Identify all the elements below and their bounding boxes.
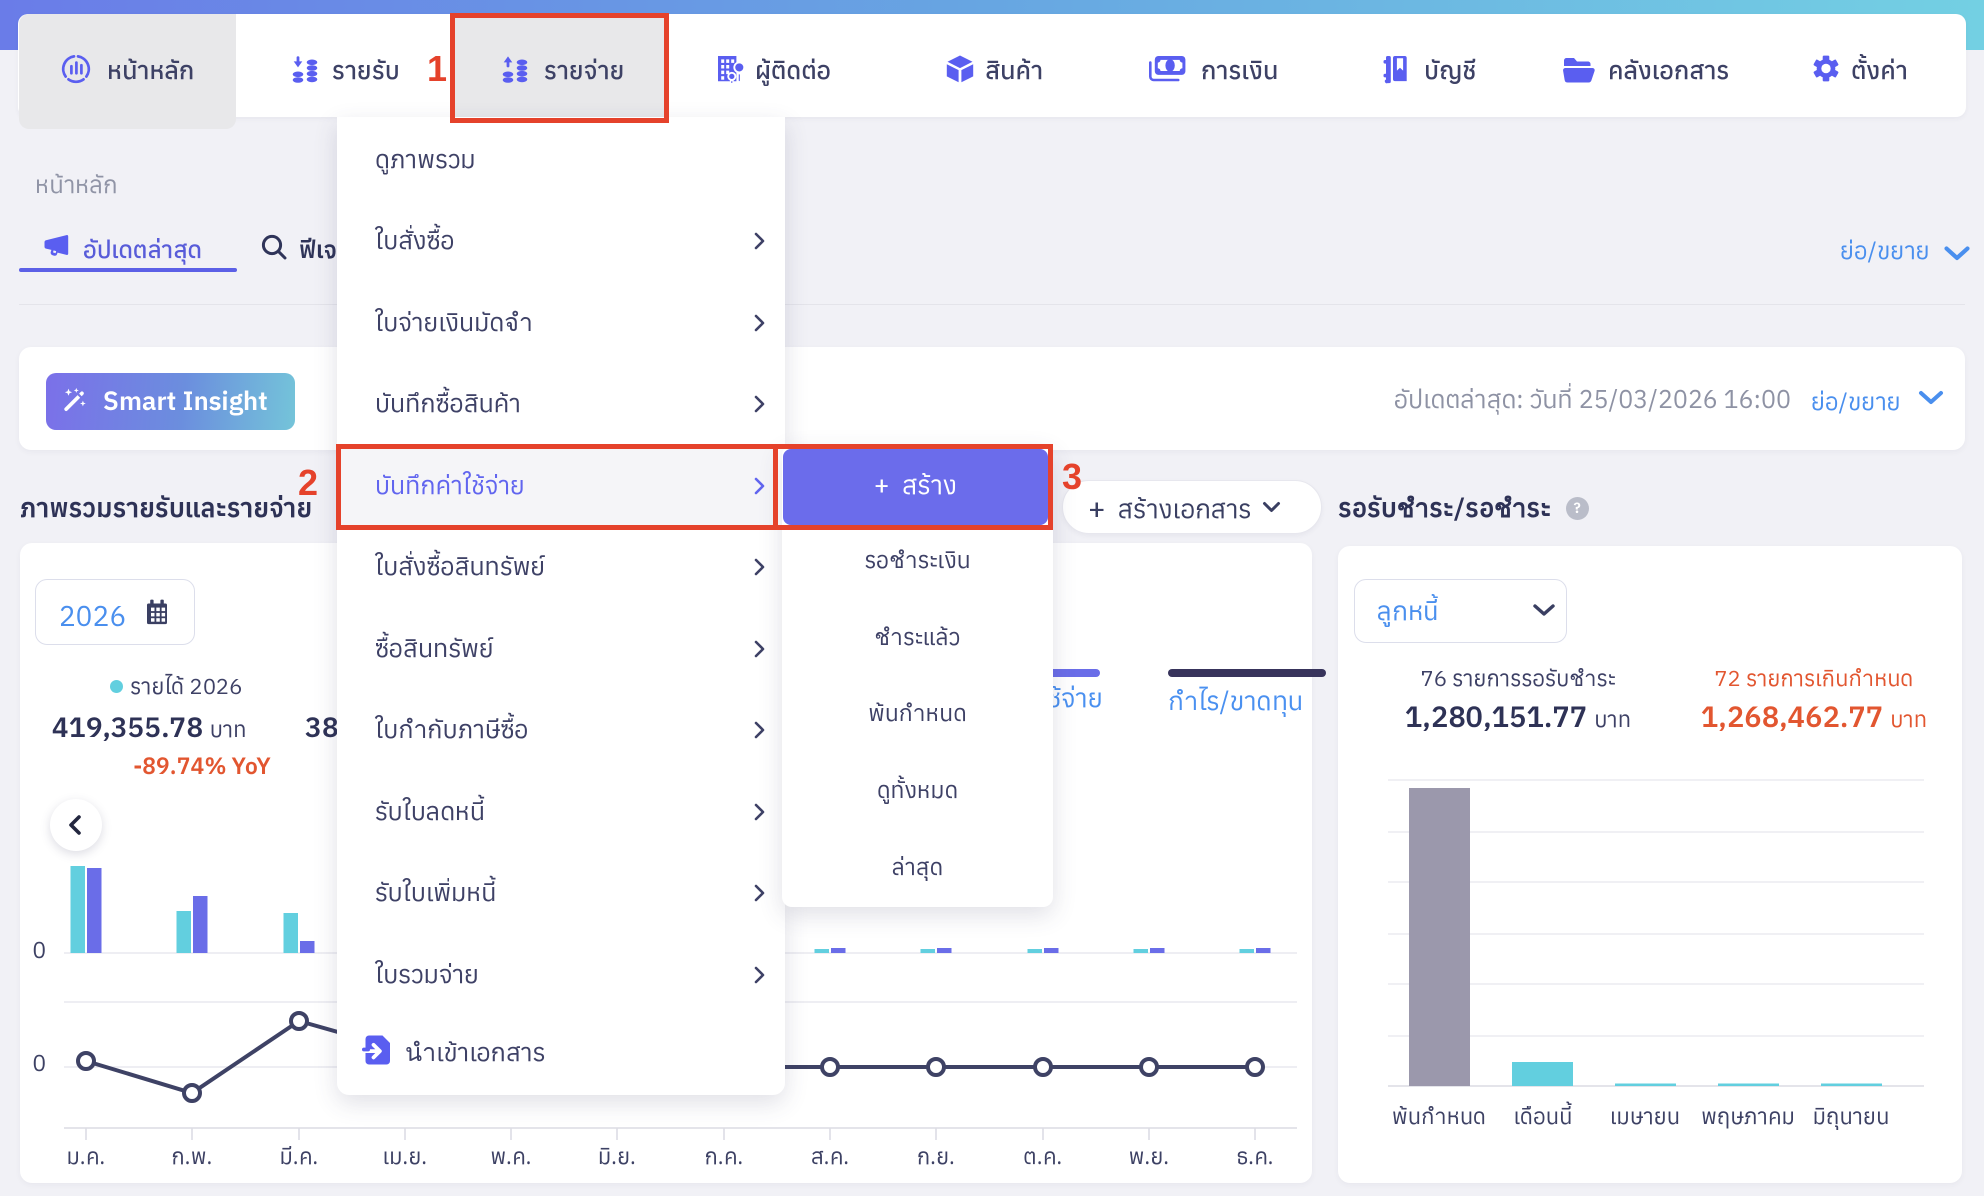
svg-text:ม.ค.: ม.ค. (67, 1142, 106, 1171)
svg-text:เดือนนี้: เดือนนี้ (1514, 1102, 1574, 1131)
svg-text:ก.พ.: ก.พ. (171, 1142, 212, 1171)
svg-text:มิถุนายน: มิถุนายน (1813, 1102, 1890, 1131)
svg-text:ก.ค.: ก.ค. (705, 1142, 744, 1171)
svg-text:พ.ย.: พ.ย. (1129, 1142, 1170, 1171)
svg-text:เม.ย.: เม.ย. (383, 1142, 428, 1171)
svg-text:ก.ย.: ก.ย. (917, 1142, 955, 1171)
svg-text:เมษายน: เมษายน (1610, 1102, 1680, 1131)
svg-text:ธ.ค.: ธ.ค. (1236, 1142, 1274, 1171)
svg-text:ต.ค.: ต.ค. (1024, 1142, 1063, 1171)
svg-text:0: 0 (32, 935, 46, 965)
svg-text:ส.ค.: ส.ค. (811, 1142, 850, 1171)
svg-text:มิ.ย.: มิ.ย. (598, 1142, 636, 1171)
svg-text:มี.ค.: มี.ค. (280, 1142, 319, 1171)
svg-text:พฤษภาคม: พฤษภาคม (1701, 1102, 1795, 1131)
svg-text:0: 0 (32, 1048, 46, 1078)
svg-text:พ.ค.: พ.ค. (490, 1142, 531, 1171)
svg-text:พ้นกำหนด: พ้นกำหนด (1392, 1102, 1486, 1131)
